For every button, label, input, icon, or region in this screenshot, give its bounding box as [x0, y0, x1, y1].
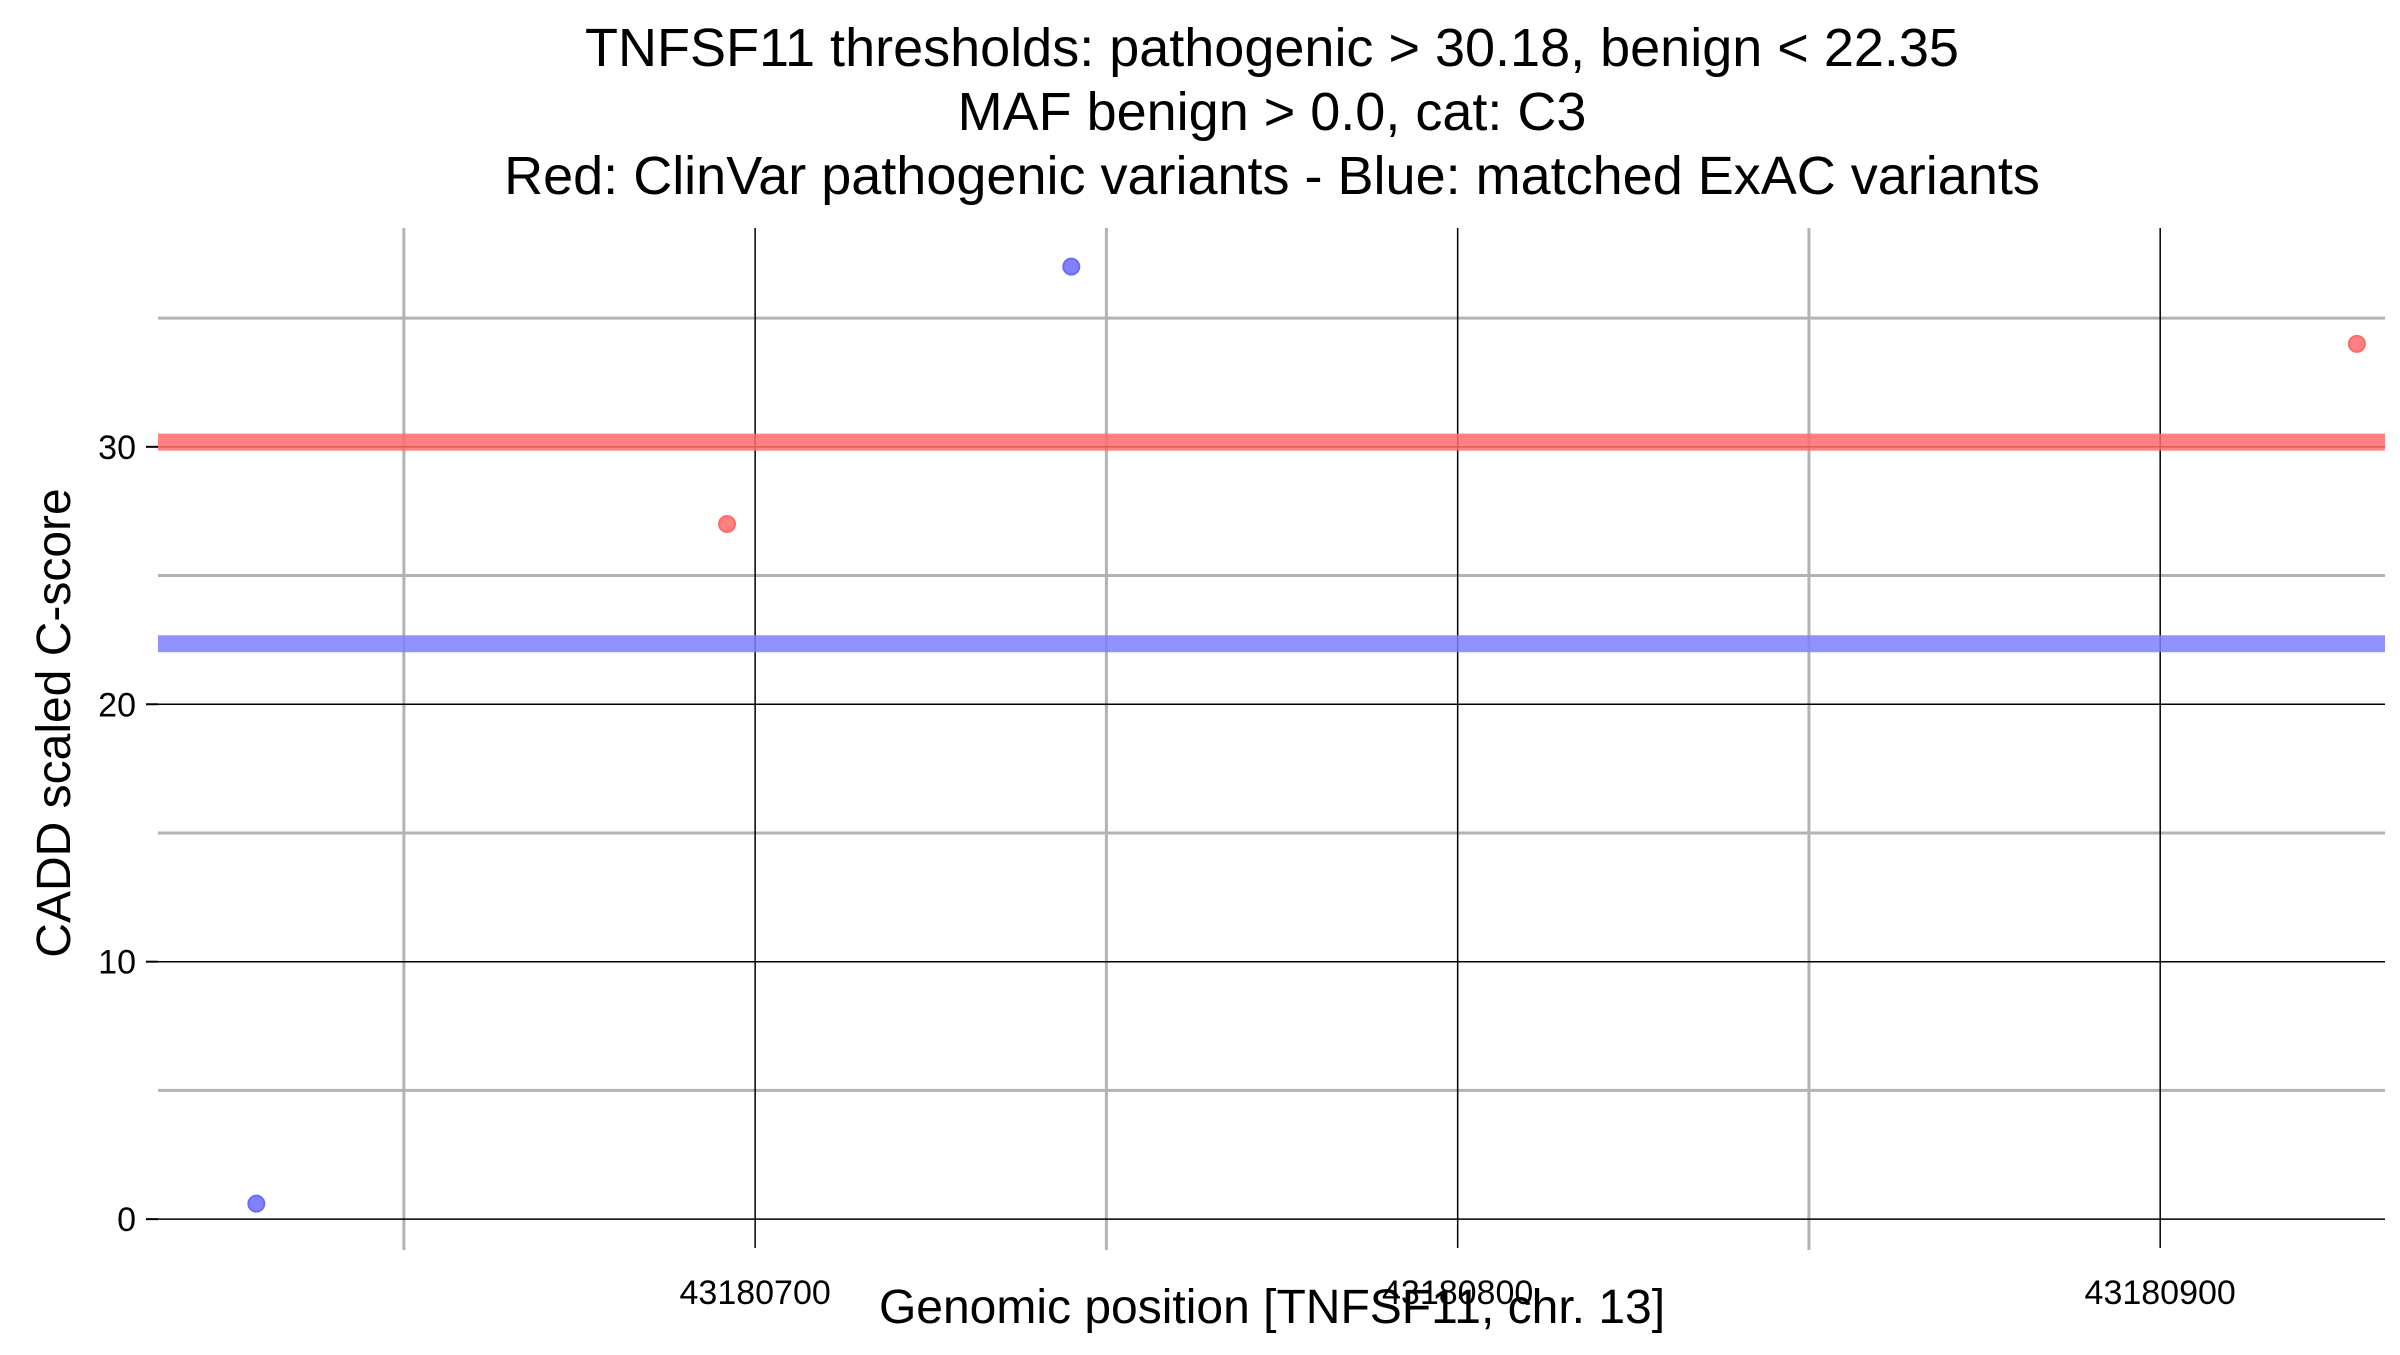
- x-axis-title: Genomic position [TNFSF11, chr. 13]: [879, 1281, 1665, 1334]
- title-line-3: Red: ClinVar pathogenic variants - Blue:…: [504, 146, 2040, 206]
- data-points: [247, 257, 2366, 1213]
- data-point: [718, 515, 737, 534]
- y-axis-title: CADD scaled C-score: [28, 488, 81, 957]
- y-tick-label: 20: [98, 686, 136, 724]
- chart-title: TNFSF11 thresholds: pathogenic > 30.18, …: [504, 18, 2040, 206]
- x-tick-label: 43180900: [2085, 1274, 2236, 1312]
- y-axis: 0 10 20 30: [98, 429, 158, 1239]
- data-point: [2347, 334, 2366, 353]
- data-point: [1062, 257, 1081, 276]
- x-tick-label: 43180800: [1382, 1274, 1533, 1312]
- major-gridlines: [158, 228, 2385, 1248]
- y-tick-label: 30: [98, 429, 136, 467]
- x-axis: 43180700 43180800 43180900: [680, 1274, 2236, 1312]
- title-line-1: TNFSF11 thresholds: pathogenic > 30.18, …: [585, 18, 1959, 78]
- threshold-lines: [158, 433, 2385, 653]
- y-tick-label: 10: [98, 944, 136, 982]
- x-tick-label: 43180700: [680, 1274, 831, 1312]
- title-line-2: MAF benign > 0.0, cat: C3: [958, 82, 1587, 142]
- y-tick-label: 0: [117, 1201, 136, 1239]
- minor-gridlines: [158, 228, 2385, 1250]
- data-point: [247, 1194, 266, 1213]
